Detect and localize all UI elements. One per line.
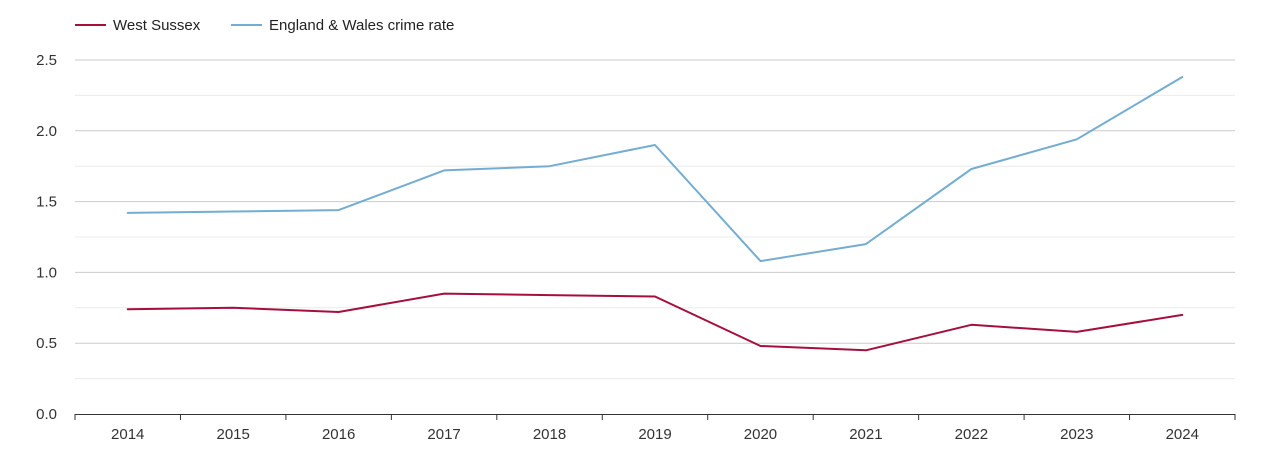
x-axis: 2014 2015 2016 2017 2018 2019 2020 2021 2022 2023… [74, 414, 1236, 443]
legend-label-england-wales: England & Wales crime rate [269, 17, 454, 34]
x-tick-label: 2019 [638, 426, 671, 443]
x-tick-label: 2017 [427, 426, 460, 443]
series-lines [126, 76, 1184, 352]
x-tick-label: 2014 [111, 426, 144, 443]
y-tick-label: 0.5 [36, 335, 57, 352]
y-tick-label: 2.0 [36, 123, 57, 140]
x-tick-label: 2024 [1166, 426, 1199, 443]
legend: West Sussex England & Wales crime rate [75, 17, 454, 34]
gridlines [75, 59, 1235, 380]
x-tick-label: 2016 [322, 426, 355, 443]
legend-item-england-wales[interactable]: England & Wales crime rate [231, 17, 454, 34]
x-tick-label: 2015 [216, 426, 249, 443]
x-tick-label: 2023 [1060, 426, 1093, 443]
x-tick-label: 2022 [955, 426, 988, 443]
x-tick-label: 2020 [744, 426, 777, 443]
y-tick-label: 0.0 [36, 406, 57, 423]
x-tick-label: 2021 [849, 426, 882, 443]
y-tick-label: 1.5 [36, 194, 57, 211]
series-line-england-wales-crime-rate[interactable] [126, 76, 1184, 263]
legend-item-west-sussex[interactable]: West Sussex [75, 17, 201, 34]
y-tick-label: 1.0 [36, 264, 57, 281]
series-line-west-sussex[interactable] [126, 292, 1184, 352]
y-axis: 0.0 0.5 1.0 1.5 2.0 2.5 [36, 52, 57, 423]
legend-label-west-sussex: West Sussex [113, 17, 201, 34]
x-tick-label: 2018 [533, 426, 566, 443]
y-tick-label: 2.5 [36, 52, 57, 69]
